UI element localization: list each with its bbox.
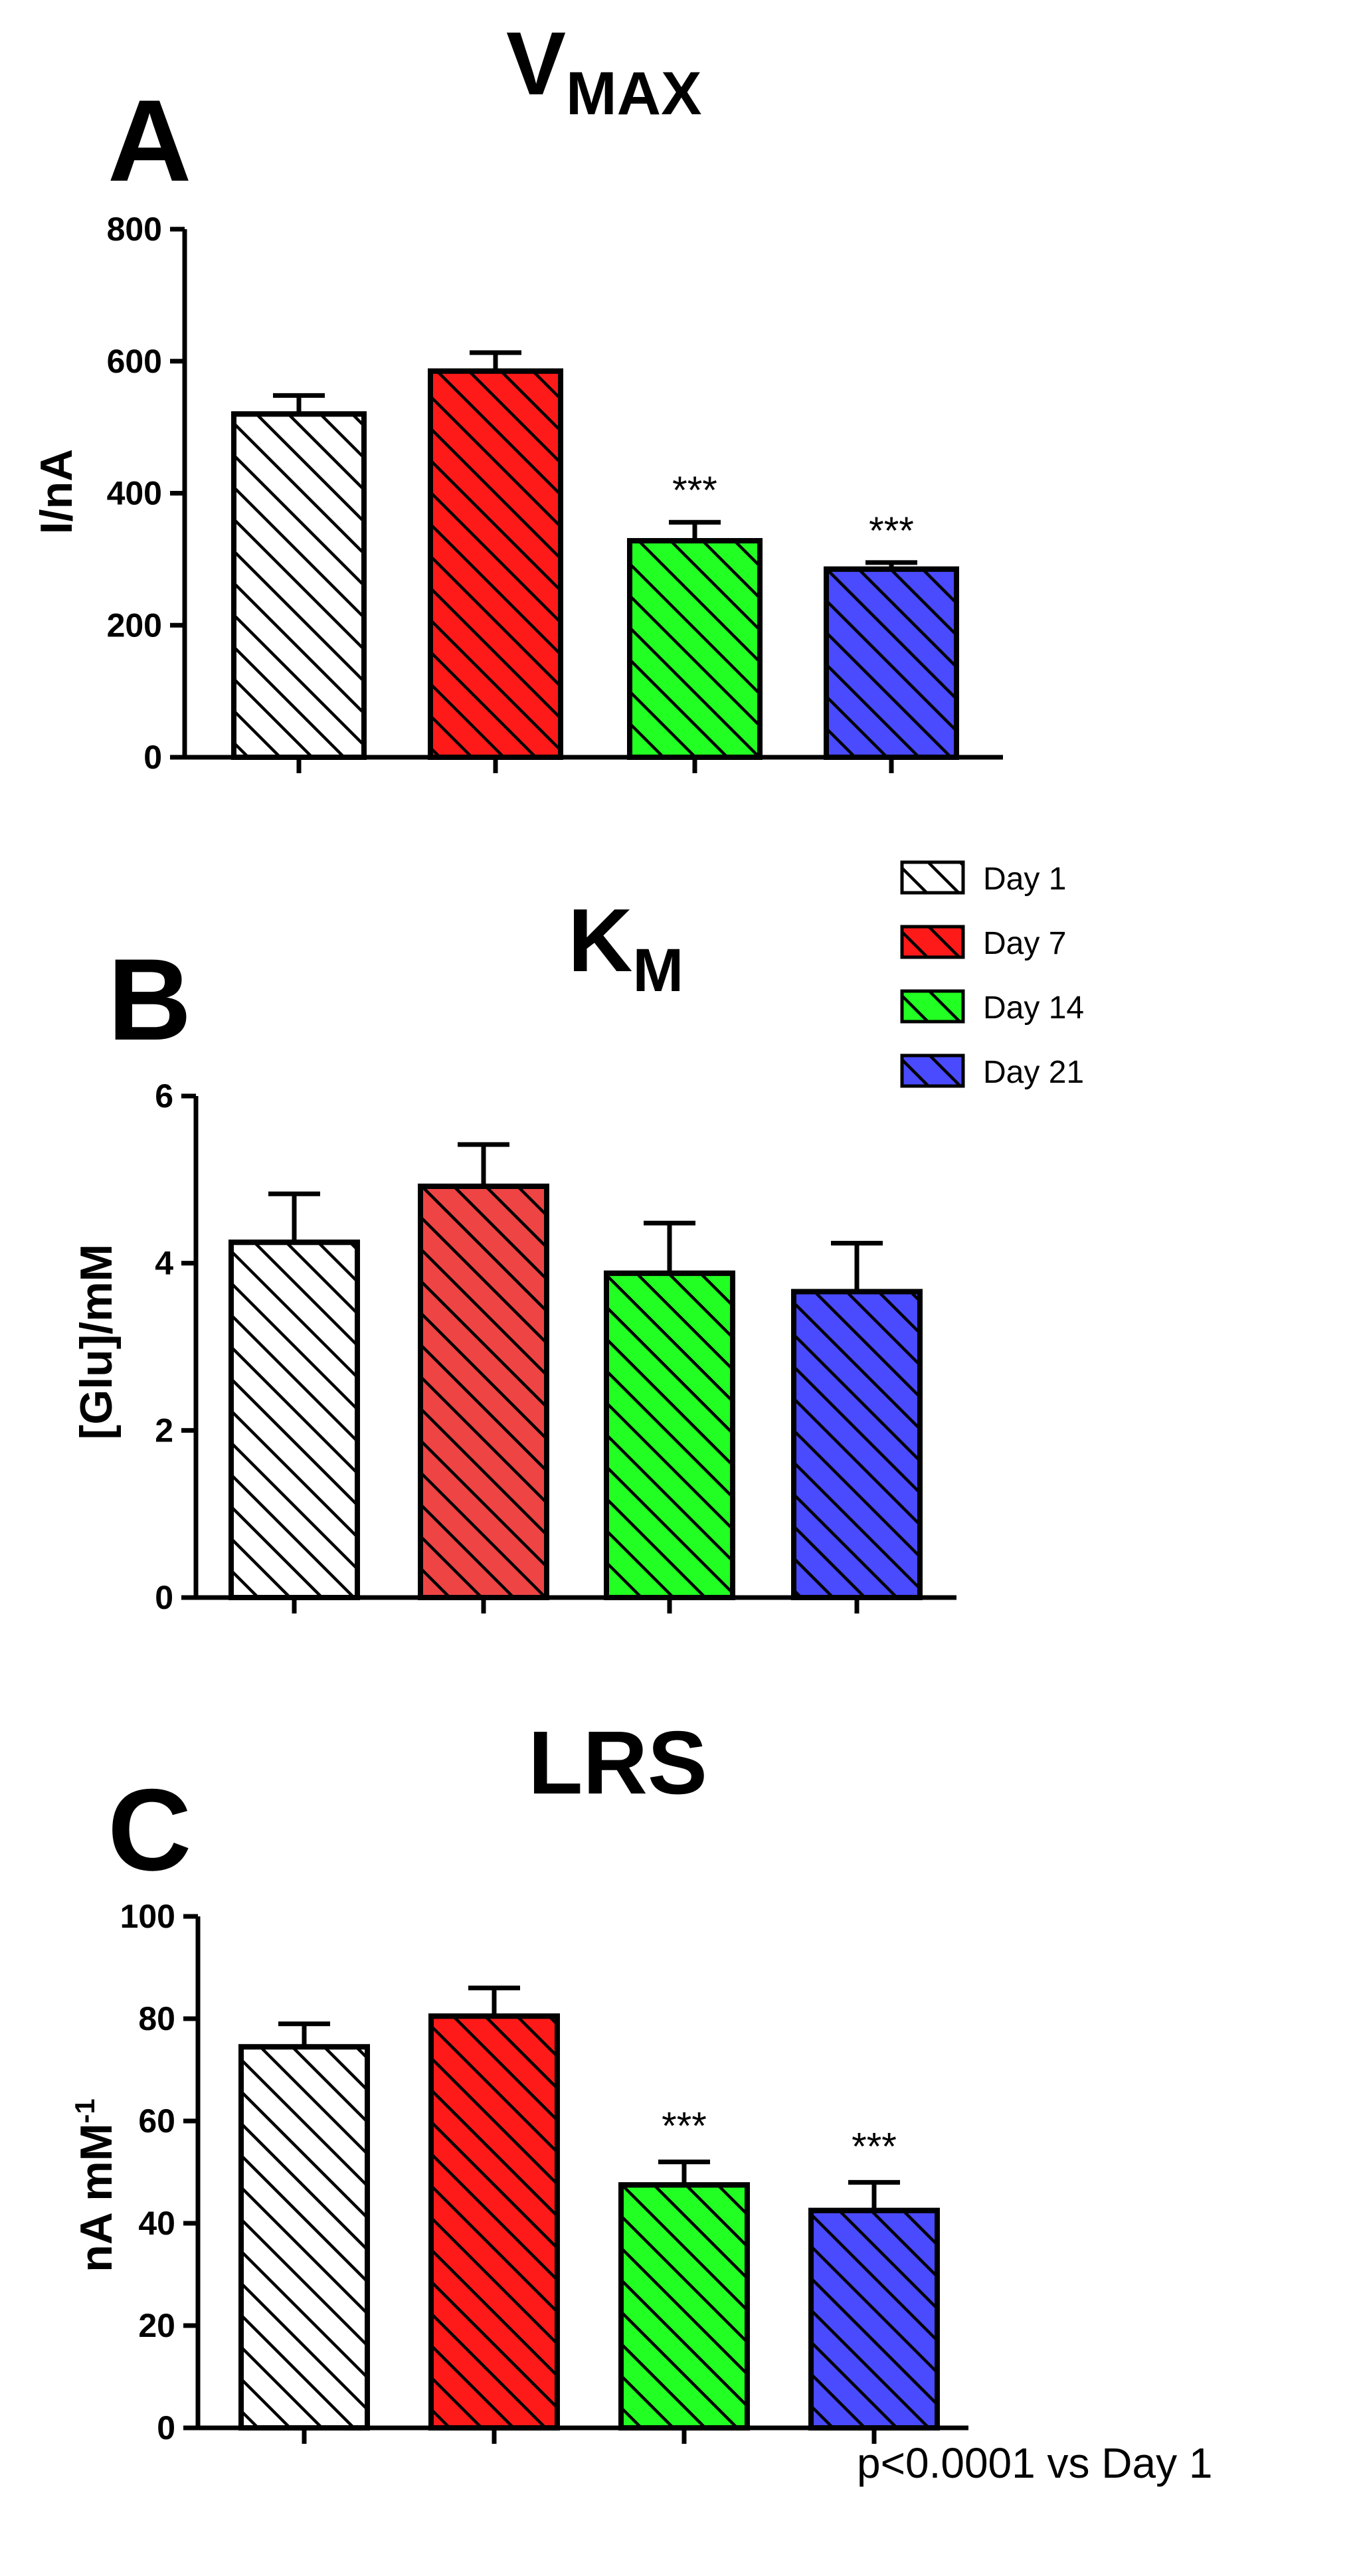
legend-label-day-7: Day 7 (983, 926, 1066, 961)
panel-c-y-tick-label: 60 (138, 2102, 175, 2140)
panel-a-y-tick-label: 400 (107, 475, 162, 512)
legend-swatch-hatch-day-7 (900, 925, 965, 959)
panel-c-ylabel-sup: -1 (69, 2098, 100, 2123)
legend-swatch-hatch-day-1 (900, 860, 965, 895)
panel-b-bar-hatch-day-14 (604, 1270, 735, 1601)
panel-a-y-ticks: 0 200 400 600 800 (107, 211, 185, 776)
panel-b-title: KM (568, 890, 683, 1004)
panel-c-y-tick-label: 0 (157, 2409, 175, 2446)
legend-swatch-hatch-day-21 (900, 1054, 965, 1088)
panel-c-y-ticks: 0 20 40 60 80 100 (120, 1898, 198, 2446)
panel-a: A VMAX I/nA 0 200 400 600 800 *** *** (31, 13, 1003, 776)
panel-a-bar-hatch-day-21 (824, 566, 959, 760)
panel-b-y-tick-label: 4 (155, 1245, 173, 1282)
panel-b-bars (228, 1142, 923, 1613)
panel-label-b: B (108, 935, 191, 1065)
legend-item-day-7: Day 7 (900, 925, 1066, 961)
panel-c-significance-day-14: *** (662, 2105, 707, 2148)
panel-label-a: A (108, 76, 191, 206)
panel-b: B KM [Glu]/mM 0 2 4 6 (71, 890, 956, 1616)
legend: Day 1 Day 7 Day 14 Day 21 (900, 860, 1084, 1090)
footnote: p<0.0001 vs Day 1 (857, 2439, 1212, 2487)
panel-a-ylabel-text: I/nA (31, 449, 82, 534)
panel-b-bar-hatch-day-1 (228, 1240, 360, 1601)
panel-c-y-axis-label: nA mM-1 (69, 2098, 122, 2272)
panel-c-bar-hatch-day-7 (428, 2013, 560, 2431)
panel-c-bar-hatch-day-1 (238, 2044, 370, 2431)
legend-label-day-21: Day 21 (983, 1055, 1084, 1090)
panel-c-title: LRS (528, 1712, 707, 1813)
panel-c-significance-day-21: *** (852, 2125, 897, 2168)
panel-a-title-main: V (506, 13, 566, 114)
panel-c-bar-hatch-day-21 (808, 2207, 940, 2431)
panel-a-bar-hatch-day-1 (231, 411, 367, 760)
panel-b-y-axis-label: [Glu]/mM (71, 1244, 122, 1440)
legend-label-day-14: Day 14 (983, 990, 1084, 1026)
legend-label-day-1: Day 1 (983, 862, 1066, 897)
panel-b-bar-hatch-day-21 (791, 1289, 923, 1600)
panel-a-y-tick-label: 800 (107, 211, 162, 248)
panel-a-title-sub: MAX (566, 60, 701, 128)
panel-a-significance-day-14: *** (672, 469, 717, 512)
panel-a-title: VMAX (506, 13, 702, 128)
panel-a-y-axis-label: I/nA (31, 449, 82, 534)
panel-a-y-tick-label: 600 (107, 343, 162, 380)
panel-b-y-tick-label: 6 (155, 1077, 173, 1115)
panel-c-title-main: LRS (528, 1712, 707, 1813)
legend-item-day-1: Day 1 (900, 860, 1066, 897)
panel-label-c: C (108, 1766, 191, 1895)
panel-c-bar-hatch-day-14 (618, 2182, 750, 2431)
panel-b-title-sub: M (633, 937, 684, 1004)
panel-b-title-main: K (568, 890, 633, 990)
panel-c-y-tick-label: 40 (138, 2205, 175, 2242)
panel-b-y-tick-label: 0 (155, 1579, 173, 1616)
panel-b-y-ticks: 0 2 4 6 (155, 1077, 196, 1616)
panel-c: C LRS nA mM-1 0 20 40 60 80 100 *** *** (69, 1712, 968, 2446)
panel-b-ylabel-text: [Glu]/mM (71, 1244, 122, 1440)
legend-item-day-21: Day 21 (900, 1054, 1084, 1090)
panel-c-y-tick-label: 100 (120, 1898, 175, 1935)
panel-b-bar-hatch-day-7 (418, 1183, 549, 1600)
panel-b-y-tick-label: 2 (155, 1412, 173, 1449)
panel-a-y-tick-label: 0 (143, 739, 162, 776)
panel-c-ylabel-text: nA mM (71, 2124, 122, 2272)
legend-item-day-14: Day 14 (900, 989, 1084, 1026)
panel-c-bars: *** *** (238, 1985, 940, 2444)
panel-c-y-tick-label: 80 (138, 2000, 175, 2037)
panel-a-significance-day-21: *** (869, 509, 914, 553)
panel-a-bar-hatch-day-7 (428, 368, 563, 760)
panel-a-y-tick-label: 200 (107, 606, 162, 644)
panel-c-y-tick-label: 20 (138, 2307, 175, 2344)
panel-a-bars: *** *** (231, 350, 959, 773)
panel-a-bar-hatch-day-14 (627, 538, 763, 760)
legend-swatch-hatch-day-14 (900, 989, 965, 1024)
